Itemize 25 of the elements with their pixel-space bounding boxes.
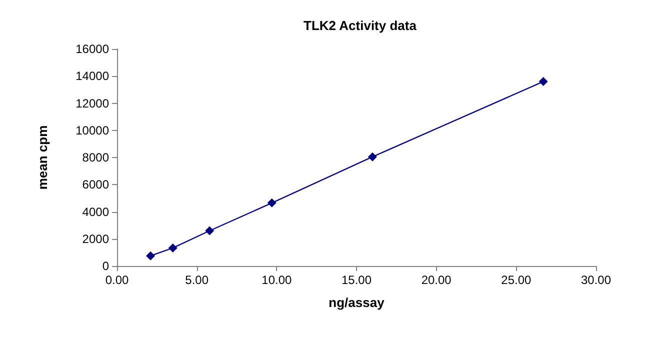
chart-title: TLK2 Activity data — [304, 18, 418, 33]
y-tick-label: 8000 — [82, 150, 110, 164]
point — [267, 198, 276, 208]
x-tick-label: 5.00 — [185, 273, 209, 287]
x-tick-label: 30.00 — [580, 273, 612, 287]
y-tick-label: 16000 — [76, 42, 110, 56]
y-tick-label: 10000 — [76, 123, 110, 138]
x-tick-label: 10.00 — [262, 273, 292, 287]
y-tick-label: 4000 — [82, 204, 110, 219]
y-tick-label: 14000 — [76, 69, 110, 84]
y-axis-title: mean cpm — [35, 125, 50, 190]
point — [368, 152, 377, 162]
x-axis-title: ng/assay — [328, 295, 386, 310]
x-tick-label: 20.00 — [421, 273, 452, 287]
x-tick-label: 25.00 — [501, 273, 532, 287]
y-tick-label: 12000 — [76, 96, 110, 110]
x-tick-label: 0.00 — [105, 273, 129, 287]
y-tick-label: 2000 — [82, 232, 110, 246]
y-tick-label: 6000 — [82, 178, 110, 192]
x-tick-label: 15.00 — [341, 273, 372, 287]
y-tick-label: 0 — [102, 259, 110, 273]
point — [538, 77, 548, 86]
point — [146, 251, 156, 260]
point — [168, 243, 178, 252]
point — [205, 226, 214, 236]
